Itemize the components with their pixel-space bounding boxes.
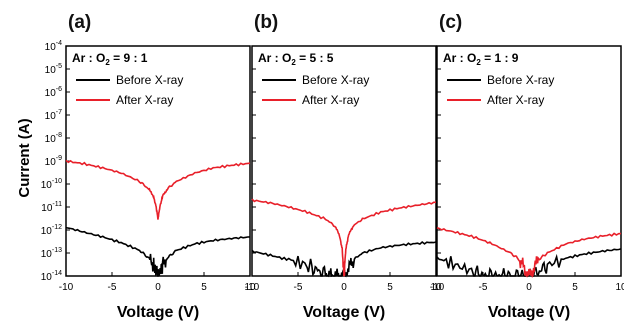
panel-label: (b) [254, 12, 278, 33]
x-tick-label: 10 [615, 282, 624, 293]
x-tick-label: -10 [59, 282, 74, 293]
series-line-before [436, 248, 622, 277]
x-tick-label: -10 [245, 282, 260, 293]
x-tick-label: 0 [155, 282, 161, 293]
x-tick-label: -10 [430, 282, 445, 293]
panel-label: (a) [68, 12, 91, 33]
y-tick-label: 10-5 [45, 63, 62, 76]
y-tick-label: 10-10 [41, 178, 62, 191]
y-tick-label: 10-4 [45, 40, 62, 53]
x-axis-label: Voltage (V) [117, 304, 199, 321]
legend-entry: Before X-ray [116, 73, 183, 87]
y-axis-label: Current (A) [16, 118, 33, 197]
condition-label: Ar : O2 = 1 : 9 [443, 51, 519, 67]
series-line-after [436, 227, 622, 279]
y-tick-label: 10-13 [41, 247, 62, 260]
y-tick-label: 10-8 [45, 132, 62, 145]
x-tick-label: 0 [341, 282, 347, 293]
y-tick-label: 10-12 [41, 224, 62, 237]
panel-a: (a)10-410-510-610-710-810-910-1010-1110-… [41, 12, 256, 321]
panel-b: (b) -10 -5 0 5 10 Voltage (V) Ar : O2 = 5 : 5 Be… [245, 12, 442, 321]
y-tick-label: 10-9 [45, 155, 62, 168]
x-tick-label: 5 [201, 282, 207, 293]
x-tick-label: 5 [387, 282, 393, 293]
x-tick-label: 5 [572, 282, 578, 293]
condition-label: Ar : O2 = 5 : 5 [258, 51, 334, 67]
legend-entry: After X-ray [116, 93, 173, 107]
series-line-before [65, 226, 251, 277]
series-line-after [65, 159, 251, 220]
y-tick-label: 10-7 [45, 109, 62, 122]
panel-label: (c) [439, 12, 462, 33]
x-tick-label: -5 [479, 282, 488, 293]
x-axis-label: Voltage (V) [488, 304, 570, 321]
x-tick-label: 10 [244, 282, 256, 293]
panel-c: (c) -10 -5 0 5 10 Voltage (V) Ar : O2 = 1 : 9 Be… [430, 12, 624, 321]
x-tick-label: 10 [430, 282, 442, 293]
y-tick-label: 10-6 [45, 86, 62, 99]
x-tick-label: -5 [294, 282, 303, 293]
legend-entry: After X-ray [302, 93, 359, 107]
condition-label: Ar : O2 = 9 : 1 [72, 51, 148, 67]
x-tick-label: 0 [526, 282, 532, 293]
legend-entry: Before X-ray [302, 73, 369, 87]
series-line-after [251, 198, 436, 277]
y-tick-label: 10-11 [41, 201, 62, 214]
x-axis-label: Voltage (V) [303, 304, 385, 321]
legend-entry: After X-ray [487, 93, 544, 107]
series-line-before [251, 240, 437, 278]
x-tick-label: -5 [108, 282, 117, 293]
legend-entry: Before X-ray [487, 73, 554, 87]
